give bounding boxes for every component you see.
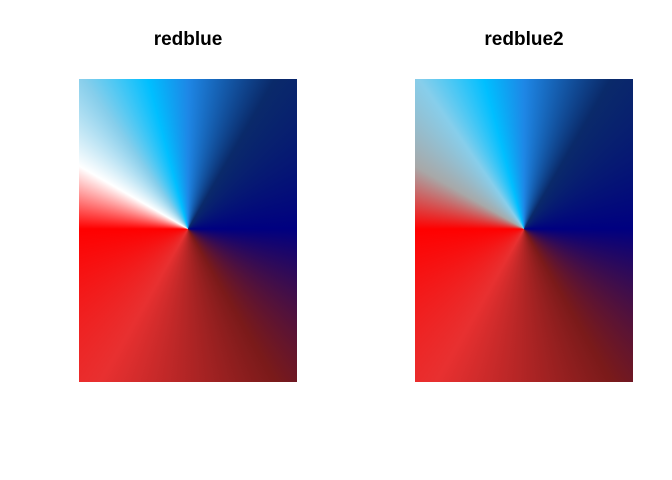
color-swatch-redblue2 [415, 79, 633, 382]
panel-title-redblue: redblue [153, 29, 223, 50]
color-swatch-redblue [79, 79, 297, 382]
panel-title-redblue2: redblue2 [484, 29, 564, 50]
